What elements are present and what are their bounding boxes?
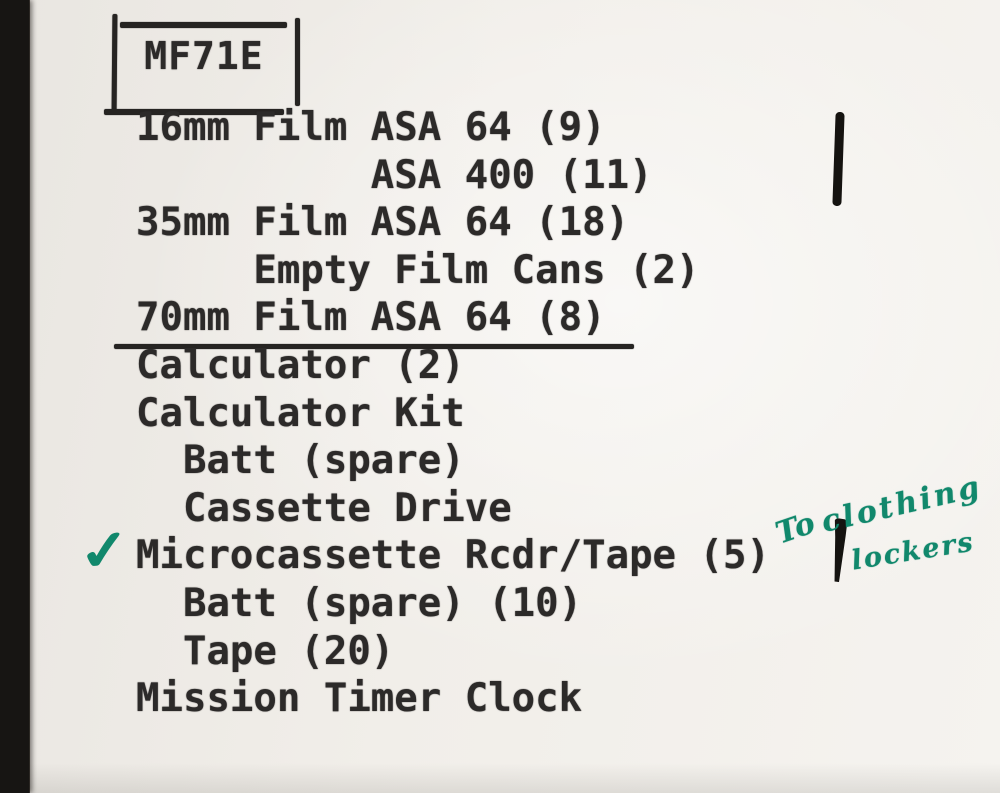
list-item: Cassette Drive (136, 485, 512, 531)
list-item: Batt (spare) (10) (136, 580, 583, 626)
list-item: Tape (20) (136, 628, 395, 674)
list-item: Empty Film Cans (2) (136, 247, 700, 293)
list-item: Calculator (2) (136, 342, 465, 388)
scan-edge-shadow (0, 0, 29, 793)
list-item: Microcassette Rcdr/Tape (5) ✓ (74, 516, 770, 586)
header-box-bottom-line (104, 109, 284, 115)
list-item: ASA 400 (11) (136, 152, 653, 198)
header-box-right-line (295, 18, 300, 106)
list-item: 16mm Film ASA 64 (9) (136, 105, 606, 150)
header-box-top-line (120, 22, 287, 28)
header-box-label: MF71E (144, 34, 264, 78)
list-item: Calculator Kit (136, 390, 465, 436)
list-item: Mission Timer Clock (136, 676, 583, 722)
list-item: Batt (spare) (136, 438, 465, 484)
list-item: 70mm Film ASA 64 (8) (114, 294, 956, 349)
checkmark-icon: ✓ (74, 516, 134, 586)
list-item: 35mm Film ASA 64 (18) (136, 200, 630, 246)
checklist: 16mm Film ASA 64 (9) ASA 400 (11) 35mm Fi… (74, 104, 956, 723)
